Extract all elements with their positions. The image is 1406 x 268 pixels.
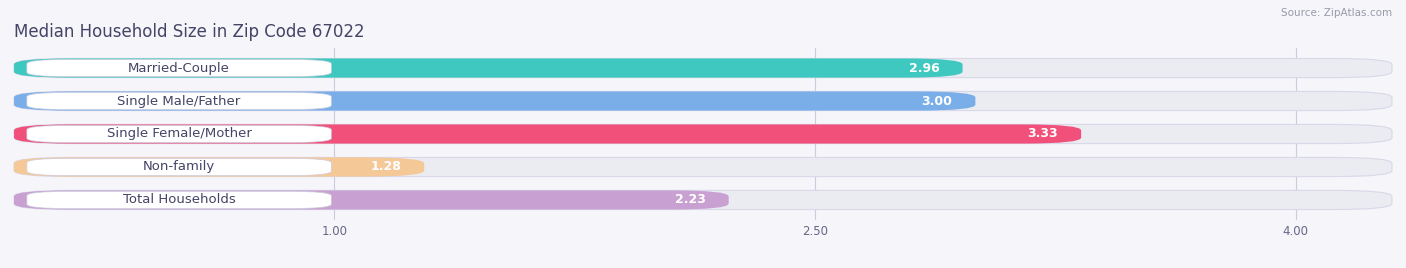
- FancyBboxPatch shape: [14, 58, 1392, 78]
- FancyBboxPatch shape: [27, 125, 332, 143]
- Text: Total Households: Total Households: [122, 193, 235, 206]
- FancyBboxPatch shape: [14, 190, 728, 210]
- FancyBboxPatch shape: [27, 158, 332, 176]
- FancyBboxPatch shape: [27, 191, 332, 209]
- Text: 1.28: 1.28: [370, 161, 401, 173]
- Text: Source: ZipAtlas.com: Source: ZipAtlas.com: [1281, 8, 1392, 18]
- FancyBboxPatch shape: [14, 124, 1392, 144]
- FancyBboxPatch shape: [27, 59, 332, 77]
- FancyBboxPatch shape: [14, 91, 1392, 111]
- Text: 3.33: 3.33: [1028, 128, 1057, 140]
- FancyBboxPatch shape: [14, 157, 425, 177]
- Text: Single Female/Mother: Single Female/Mother: [107, 128, 252, 140]
- Text: 3.00: 3.00: [921, 95, 952, 107]
- FancyBboxPatch shape: [14, 124, 1081, 144]
- FancyBboxPatch shape: [27, 92, 332, 110]
- FancyBboxPatch shape: [14, 190, 1392, 210]
- FancyBboxPatch shape: [14, 58, 963, 78]
- FancyBboxPatch shape: [14, 157, 1392, 177]
- FancyBboxPatch shape: [14, 91, 976, 111]
- Text: Median Household Size in Zip Code 67022: Median Household Size in Zip Code 67022: [14, 23, 364, 41]
- Text: Single Male/Father: Single Male/Father: [118, 95, 240, 107]
- Text: 2.23: 2.23: [675, 193, 706, 206]
- Text: Non-family: Non-family: [143, 161, 215, 173]
- Text: 2.96: 2.96: [908, 62, 939, 75]
- Text: Married-Couple: Married-Couple: [128, 62, 231, 75]
